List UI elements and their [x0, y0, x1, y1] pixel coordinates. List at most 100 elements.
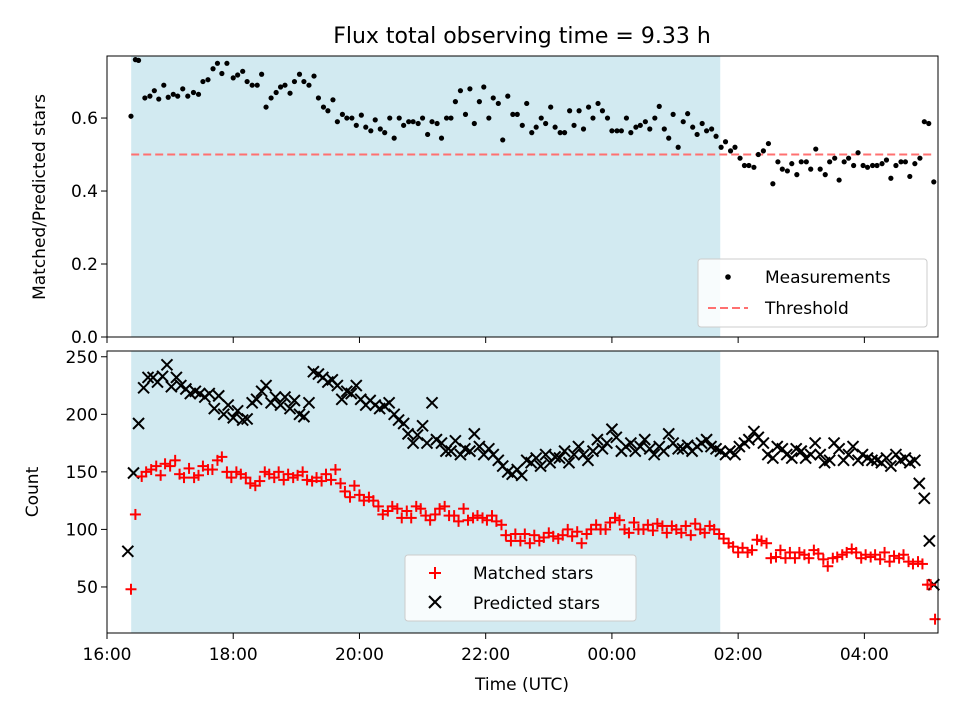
measurement-point	[765, 140, 772, 147]
matched-star-point	[273, 466, 285, 478]
predicted-star-point	[918, 492, 931, 505]
measurement-point	[618, 128, 624, 134]
matched-star-point	[505, 535, 517, 547]
measurement-point	[214, 60, 221, 66]
measurement-point	[898, 159, 904, 165]
matched-star-point	[812, 548, 824, 560]
predicted-star-point	[473, 440, 486, 453]
measurement-point	[377, 126, 383, 132]
matched-star-point	[879, 546, 891, 558]
predicted-star-point	[908, 454, 922, 467]
predicted-star-point	[795, 444, 808, 458]
matched-star-point	[557, 529, 569, 541]
matched-star-point	[193, 469, 205, 481]
measurement-point	[642, 119, 648, 125]
matched-star-point	[462, 514, 474, 526]
measurement-point	[240, 68, 246, 74]
predicted-star-point	[160, 358, 174, 372]
matched-star-point	[448, 510, 460, 522]
predicted-star-point	[250, 393, 263, 406]
measurement-point	[273, 89, 279, 96]
measurement-point	[244, 78, 250, 85]
legend-threshold-label: Threshold	[764, 299, 849, 319]
predicted-star-point	[534, 459, 547, 473]
matched-star-point	[268, 472, 280, 484]
predicted-star-point	[444, 444, 458, 458]
matched-star-point	[779, 552, 791, 564]
measurement-point	[282, 82, 288, 88]
measurement-point	[656, 103, 662, 109]
matched-star-point	[225, 472, 237, 484]
predicted-star-point	[227, 411, 240, 424]
predicted-star-point	[728, 448, 742, 461]
measurement-point	[205, 77, 211, 83]
measurement-point	[567, 108, 573, 114]
predicted-star-point	[634, 440, 647, 453]
measurement-point	[415, 120, 421, 127]
predicted-star-point	[221, 398, 235, 412]
measurement-point	[481, 84, 487, 90]
measurement-point	[387, 115, 393, 121]
measurement-point	[921, 119, 927, 125]
matched-star-point	[562, 523, 574, 535]
measurement-point	[315, 95, 322, 101]
top-legend: Measurements Threshold	[697, 258, 928, 328]
measurement-point	[382, 130, 388, 136]
predicted-star-point	[605, 423, 619, 436]
predicted-star-point	[288, 394, 301, 407]
predicted-star-point	[586, 444, 600, 458]
matched-star-point	[344, 491, 356, 503]
matched-star-point	[405, 512, 417, 524]
measurement-point	[709, 126, 715, 132]
measurement-point	[746, 162, 752, 169]
measurement-point	[170, 91, 176, 97]
measurement-point	[344, 115, 350, 121]
predicted-star-point	[808, 436, 822, 450]
predicted-star-point	[335, 393, 348, 406]
predicted-star-point	[416, 419, 429, 433]
matched-star-point	[524, 537, 536, 549]
measurement-point	[330, 97, 336, 103]
matched-star-point	[320, 468, 332, 480]
predicted-star-point	[923, 534, 936, 548]
matched-star-point	[746, 544, 758, 556]
measurement-point	[751, 164, 757, 170]
matched-star-point	[727, 541, 739, 553]
predicted-star-point	[382, 396, 396, 410]
measurement-point	[500, 137, 506, 143]
matched-star-point	[647, 525, 659, 537]
matched-star-point	[888, 550, 900, 562]
matched-star-point	[765, 552, 777, 564]
measurement-point	[311, 73, 317, 79]
matched-star-point	[401, 505, 413, 517]
measurement-point	[320, 104, 327, 110]
matched-star-point	[391, 503, 403, 515]
predicted-star-point	[208, 402, 221, 415]
measurement-point	[912, 161, 918, 167]
measurement-point	[595, 100, 601, 107]
measurement-point	[841, 159, 847, 165]
matched-star-point	[140, 466, 152, 478]
measurement-point	[224, 60, 230, 66]
measurement-point	[694, 131, 700, 138]
bottom-y-tick-label: 150	[66, 463, 98, 483]
measurement-point	[874, 162, 880, 169]
predicted-star-point	[463, 444, 477, 458]
measurement-point	[476, 99, 482, 105]
measurement-point	[165, 94, 171, 100]
measurement-point	[519, 122, 525, 128]
matched-star-point	[129, 508, 141, 520]
matched-star-point	[458, 503, 470, 515]
matched-star-point	[770, 551, 782, 563]
predicted-star-point	[662, 427, 675, 441]
predicted-star-point	[638, 433, 651, 446]
measurement-point	[775, 159, 781, 165]
predicted-star-point	[121, 545, 135, 558]
matched-star-point	[216, 451, 228, 463]
predicted-star-point	[240, 412, 254, 426]
measurement-point	[585, 104, 592, 110]
predicted-star-point	[137, 381, 150, 395]
measurement-point	[401, 122, 407, 128]
measurement-point	[851, 162, 857, 169]
measurement-point	[358, 112, 364, 118]
